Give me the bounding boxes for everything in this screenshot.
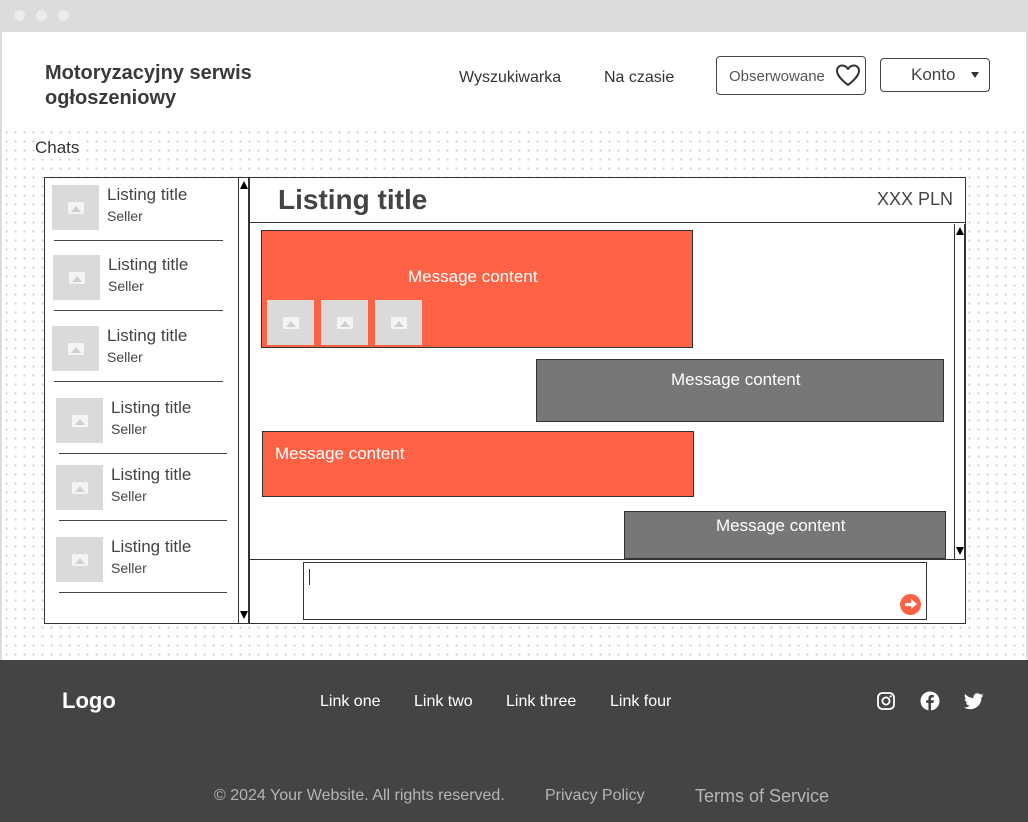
message-text: Message content [275, 444, 405, 463]
site-title[interactable]: Motoryzacyjny serwis ogłoszeniowy [45, 62, 252, 109]
conversation-price: XXX PLN [876, 189, 953, 209]
nav-link-search[interactable]: Wyszukiwarka [459, 69, 562, 86]
image-placeholder-icon [68, 271, 85, 284]
listing-thumbnail [56, 537, 103, 582]
terms-of-service-link[interactable]: Terms of Service [695, 786, 830, 806]
divider [59, 592, 227, 593]
chat-item-seller: Seller [111, 488, 147, 504]
divider [54, 381, 223, 382]
privacy-policy-link[interactable]: Privacy Policy [545, 787, 645, 804]
message-outgoing[interactable]: Message content [261, 230, 693, 348]
footer-link-two[interactable]: Link two [414, 693, 473, 710]
account-dropdown[interactable]: Konto [880, 58, 990, 92]
divider [249, 222, 965, 223]
scroll-up-icon[interactable] [956, 227, 964, 235]
scroll-down-icon[interactable] [956, 547, 964, 555]
chevron-down-icon [971, 72, 979, 78]
footer-logo[interactable]: Logo [62, 688, 116, 713]
listing-thumbnail [53, 255, 100, 300]
chat-item-title: Listing title [111, 465, 192, 484]
chat-item-seller: Seller [111, 560, 147, 576]
scroll-up-icon[interactable] [240, 181, 248, 189]
divider [54, 310, 223, 311]
message-incoming[interactable]: Message content [624, 511, 946, 559]
facebook-icon[interactable] [920, 691, 940, 711]
divider [249, 178, 250, 623]
conversation-title: Listing title [278, 184, 428, 215]
image-placeholder-icon [67, 201, 84, 214]
footer-link-one[interactable]: Link one [320, 693, 381, 710]
chat-item-title: Listing title [107, 185, 188, 204]
window-maximize-dot[interactable] [58, 10, 69, 21]
footer: Logo Link one Link two Link three Link f… [0, 660, 1028, 822]
message-incoming[interactable]: Message content [536, 359, 944, 422]
image-placeholder-icon [390, 316, 407, 329]
image-placeholder-icon [67, 342, 84, 355]
scroll-down-icon[interactable] [240, 611, 248, 619]
window-close-dot[interactable] [14, 10, 25, 21]
text-cursor [309, 569, 310, 585]
listing-thumbnail [52, 185, 99, 230]
browser-titlebar [0, 0, 1028, 32]
watchlist-label: Obserwowane [729, 68, 825, 85]
message-attachment[interactable] [267, 300, 314, 345]
message-text: Message content [716, 516, 846, 535]
message-text: Message content [408, 267, 538, 286]
image-placeholder-icon [71, 481, 88, 494]
instagram-icon[interactable] [876, 691, 896, 711]
copyright-text: © 2024 Your Website. All rights reserved… [214, 787, 505, 804]
image-placeholder-icon [71, 553, 88, 566]
listing-thumbnail [52, 326, 99, 371]
chat-item-seller: Seller [111, 421, 147, 437]
footer-link-four[interactable]: Link four [610, 693, 672, 710]
message-input[interactable] [303, 562, 927, 620]
chat-item-seller: Seller [108, 278, 144, 294]
message-attachment[interactable] [375, 300, 422, 345]
frame-edge-left [0, 32, 2, 660]
divider [59, 520, 227, 521]
listing-thumbnail [56, 465, 103, 510]
send-icon[interactable] [900, 594, 921, 615]
chat-window: Listing title Seller Listing title Selle… [44, 177, 966, 624]
divider [249, 559, 965, 560]
conversation-scrollbar[interactable] [954, 224, 965, 559]
watchlist-button[interactable]: Obserwowane [716, 56, 866, 95]
account-label: Konto [911, 65, 956, 84]
listing-thumbnail [56, 398, 103, 443]
twitter-icon[interactable] [964, 691, 984, 711]
chat-item-seller: Seller [107, 208, 143, 224]
footer-link-three[interactable]: Link three [506, 693, 577, 710]
divider [54, 240, 223, 241]
message-attachment[interactable] [321, 300, 368, 345]
chat-item-title: Listing title [111, 537, 192, 556]
message-outgoing[interactable]: Message content [262, 431, 694, 497]
image-placeholder-icon [336, 316, 353, 329]
divider [59, 453, 227, 454]
chat-item-seller: Seller [107, 349, 143, 365]
chat-list: Listing title Seller Listing title Selle… [45, 178, 238, 623]
section-title: Chats [35, 138, 80, 158]
heart-icon [836, 64, 860, 86]
message-text: Message content [671, 370, 801, 389]
chat-item-title: Listing title [111, 398, 192, 417]
nav-link-trending[interactable]: Na czasie [604, 69, 675, 86]
image-placeholder-icon [282, 316, 299, 329]
window-minimize-dot[interactable] [36, 10, 47, 21]
frame-edge-right [1026, 32, 1028, 660]
chat-item-title: Listing title [108, 255, 189, 274]
image-placeholder-icon [71, 414, 88, 427]
chat-item-title: Listing title [107, 326, 188, 345]
chat-list-scrollbar[interactable] [238, 178, 249, 623]
